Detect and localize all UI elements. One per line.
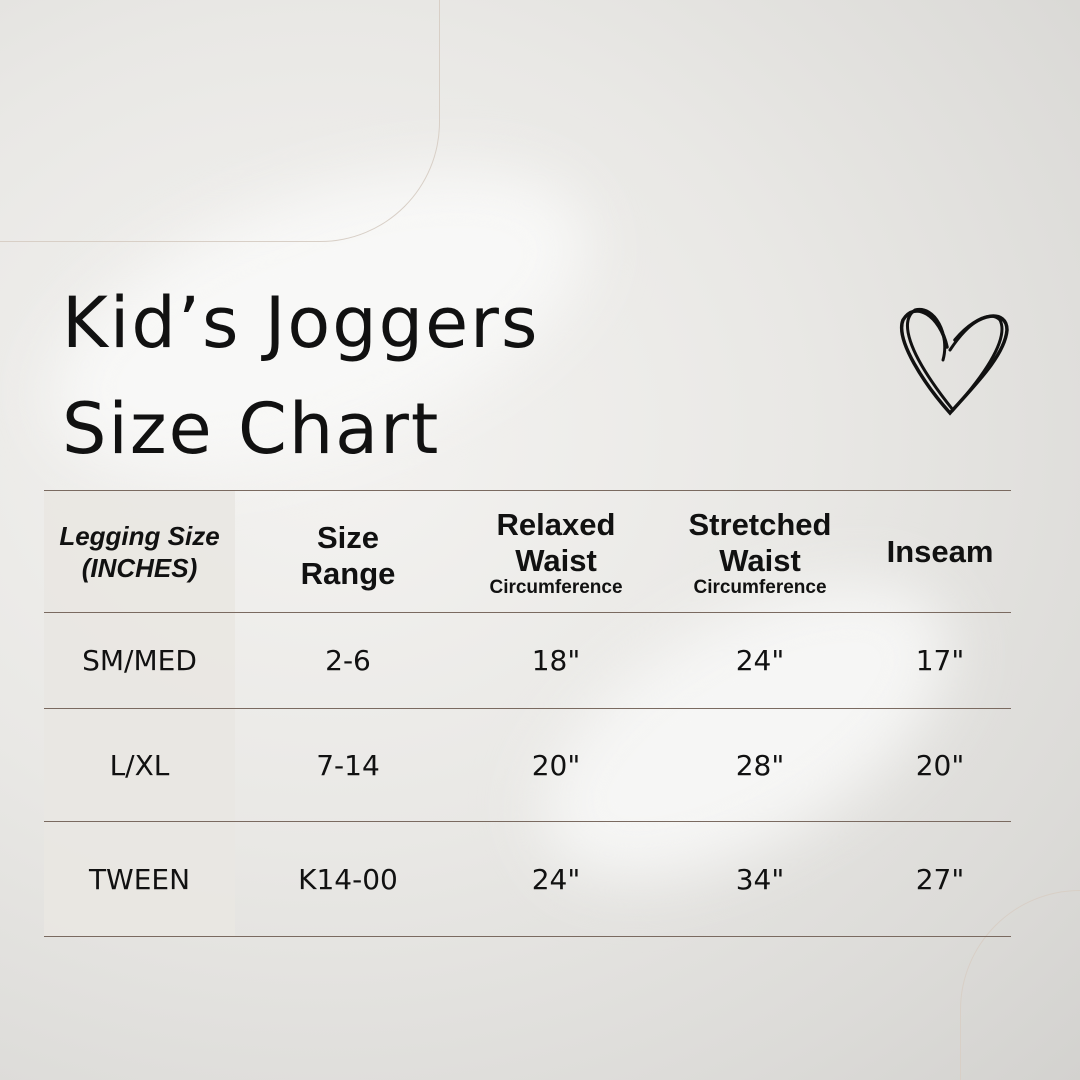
cell-stretched-waist: 34" (735, 862, 785, 896)
cell-relaxed-waist: 24" (531, 862, 581, 896)
decorative-frame (0, 0, 440, 242)
title-line-2: Size Chart (62, 388, 441, 470)
first-column-shading (44, 491, 235, 937)
cell-size: L/XL (109, 748, 170, 782)
table-row: TWEEN K14-00 24" 34" 27" (44, 821, 1011, 937)
header-relaxed-waist: Relaxed Waist Circumference (461, 491, 651, 612)
table-row: L/XL 7-14 20" 28" 20" (44, 708, 1011, 821)
cell-inseam: 17" (915, 644, 965, 677)
header-legging-size: Legging Size (INCHES) (44, 491, 235, 612)
header-size-range: Size Range (235, 491, 461, 612)
table-header-row: Legging Size (INCHES) Size Range Relaxed Wa… (44, 490, 1011, 612)
header-text: Size (316, 519, 380, 555)
header-text: (INCHES) (81, 552, 198, 583)
header-text: Legging Size (59, 520, 220, 551)
cell-size-range: K14-00 (298, 862, 398, 896)
cell-size-range: 2-6 (325, 644, 371, 677)
header-inseam: Inseam (869, 491, 1011, 612)
cell-inseam: 27" (915, 862, 965, 896)
cell-stretched-waist: 24" (735, 644, 785, 677)
header-subtext: Circumference (489, 576, 623, 598)
cell-relaxed-waist: 20" (531, 748, 581, 782)
size-chart-table: Legging Size (INCHES) Size Range Relaxed Wa… (44, 490, 1011, 937)
table-row: SM/MED 2-6 18" 24" 17" (44, 612, 1011, 708)
cell-size-range: 7-14 (316, 748, 380, 782)
title-line-1: Kid’s Joggers (62, 282, 540, 364)
cell-relaxed-waist: 18" (531, 644, 581, 677)
page-title: Kid’s Joggers Size Chart (62, 270, 539, 482)
heart-icon (899, 308, 1009, 416)
cell-size: SM/MED (82, 644, 197, 677)
header-text: Relaxed (496, 506, 616, 542)
cell-size: TWEEN (88, 862, 191, 896)
cell-stretched-waist: 28" (735, 748, 785, 782)
header-text: Waist (515, 542, 597, 578)
header-stretched-waist: Stretched Waist Circumference (651, 491, 869, 612)
header-text: Stretched (688, 506, 832, 542)
header-text: Waist (719, 542, 801, 578)
header-text: Range (300, 555, 396, 591)
header-subtext: Circumference (693, 576, 827, 598)
cell-inseam: 20" (915, 748, 965, 782)
header-text: Inseam (886, 533, 994, 569)
